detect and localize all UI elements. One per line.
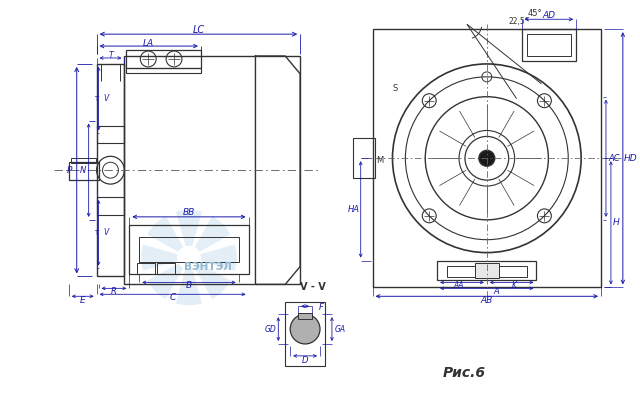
Bar bbox=[140, 237, 239, 261]
Wedge shape bbox=[189, 216, 230, 257]
Text: M: M bbox=[376, 156, 383, 165]
Text: P: P bbox=[67, 166, 72, 174]
Bar bbox=[126, 68, 201, 73]
Bar bbox=[447, 266, 527, 277]
Text: HA: HA bbox=[348, 205, 360, 214]
Text: V - V: V - V bbox=[300, 282, 326, 292]
Wedge shape bbox=[141, 244, 189, 271]
Text: S: S bbox=[393, 84, 398, 93]
Bar bbox=[527, 34, 572, 56]
Text: AA: AA bbox=[454, 281, 464, 290]
Bar bbox=[97, 125, 124, 143]
Text: E: E bbox=[80, 296, 86, 305]
Text: GD: GD bbox=[264, 325, 276, 334]
Bar bbox=[126, 50, 201, 68]
Text: BB: BB bbox=[183, 208, 195, 217]
Bar bbox=[71, 158, 95, 163]
Text: AB: AB bbox=[481, 296, 493, 305]
Text: V: V bbox=[104, 228, 109, 237]
Wedge shape bbox=[176, 210, 202, 257]
Text: N: N bbox=[79, 166, 86, 174]
Bar bbox=[372, 29, 601, 287]
Bar bbox=[138, 263, 155, 274]
Text: K: K bbox=[512, 281, 517, 290]
Bar bbox=[298, 313, 312, 319]
Text: AC: AC bbox=[608, 154, 620, 163]
Text: H: H bbox=[612, 219, 620, 227]
Text: LC: LC bbox=[192, 25, 204, 35]
Wedge shape bbox=[189, 257, 230, 299]
Text: V: V bbox=[104, 94, 109, 103]
Bar bbox=[285, 302, 325, 366]
Circle shape bbox=[177, 246, 201, 270]
Text: GA: GA bbox=[334, 325, 346, 334]
Wedge shape bbox=[147, 216, 189, 257]
Bar bbox=[437, 261, 536, 280]
Text: B: B bbox=[186, 281, 192, 290]
Text: R: R bbox=[111, 287, 117, 296]
Text: D: D bbox=[302, 356, 308, 365]
Wedge shape bbox=[189, 244, 237, 271]
Text: T: T bbox=[108, 51, 113, 59]
Circle shape bbox=[290, 314, 320, 344]
Bar bbox=[129, 225, 248, 274]
Bar bbox=[97, 64, 124, 276]
Bar bbox=[124, 56, 300, 285]
Text: C: C bbox=[170, 293, 175, 302]
Text: T: T bbox=[95, 230, 99, 236]
Circle shape bbox=[479, 151, 495, 166]
Text: ВЭНТЭЛ: ВЭНТЭЛ bbox=[184, 263, 232, 272]
Text: F: F bbox=[319, 303, 323, 312]
Text: 45°: 45° bbox=[527, 9, 542, 18]
Text: A: A bbox=[494, 287, 500, 296]
Text: Рис.6: Рис.6 bbox=[442, 366, 486, 380]
Text: T: T bbox=[95, 96, 99, 102]
Bar bbox=[522, 29, 576, 61]
Wedge shape bbox=[147, 257, 189, 299]
Bar bbox=[475, 263, 499, 278]
Text: 22,5°: 22,5° bbox=[508, 17, 529, 26]
Text: AD: AD bbox=[542, 11, 556, 20]
Wedge shape bbox=[176, 257, 202, 305]
Text: HD: HD bbox=[624, 154, 637, 163]
Text: LA: LA bbox=[143, 39, 154, 48]
Bar bbox=[353, 138, 374, 178]
Bar bbox=[97, 197, 124, 215]
Bar bbox=[157, 263, 175, 274]
Bar bbox=[68, 162, 99, 180]
